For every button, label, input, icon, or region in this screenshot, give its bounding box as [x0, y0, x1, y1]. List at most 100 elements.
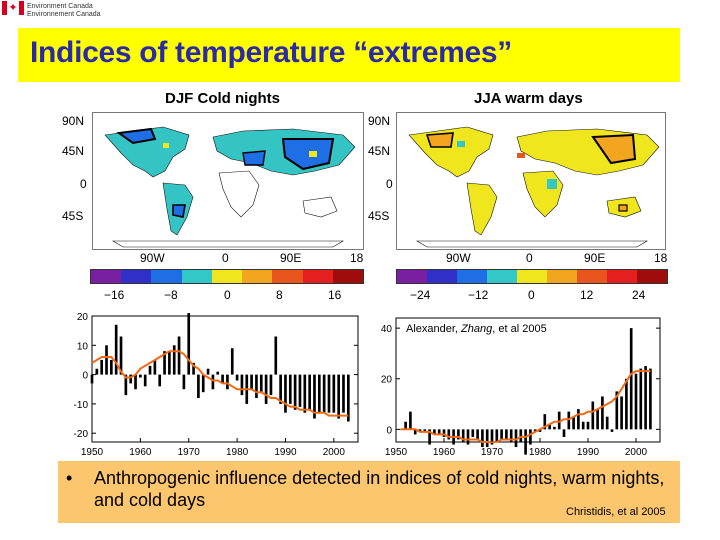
right-lat-label: 90N [368, 114, 391, 128]
data-bar [148, 365, 152, 375]
data-bar [629, 328, 633, 430]
data-bar [413, 429, 417, 435]
y-tick-label: 40 [381, 324, 393, 335]
data-bar [591, 401, 595, 430]
data-bar [553, 426, 556, 430]
data-bar [567, 411, 571, 430]
right-colorbar-label: 0 [528, 288, 535, 302]
data-bar [649, 368, 652, 430]
left-lon-label: 0 [222, 251, 229, 265]
colorbar-swatch [181, 270, 212, 283]
data-bar [433, 429, 436, 435]
data-bar [298, 374, 302, 407]
data-bar [485, 429, 489, 448]
x-tick-label: 1990 [274, 447, 297, 458]
agency-header: ✦ Environment Canada Environnement Canad… [0, 0, 120, 22]
left-lat-label: 45S [62, 209, 84, 223]
colorbar-swatch [487, 270, 517, 283]
x-tick-label: 1960 [433, 447, 456, 458]
data-bar [543, 414, 547, 430]
data-bar [327, 374, 331, 413]
data-bar [221, 374, 224, 384]
data-bar [509, 429, 513, 442]
data-bar [490, 429, 494, 445]
data-bar [216, 371, 220, 375]
x-tick-label: 1970 [178, 447, 201, 458]
y-tick-label: 0 [82, 371, 88, 382]
smoothed-trend-line [91, 350, 349, 417]
slide-title: Indices of temperature “extremes” [30, 36, 512, 69]
data-bar [226, 374, 229, 390]
right-world-map [396, 112, 666, 250]
data-bar [235, 374, 239, 381]
colorbar-swatch [607, 270, 637, 283]
smoothed-trend-line [400, 370, 651, 443]
data-bar [163, 351, 166, 375]
canada-flag-icon: ✦ [2, 1, 24, 15]
data-bar [404, 421, 407, 430]
data-bar [519, 429, 523, 442]
data-bar [548, 424, 551, 430]
data-bar [284, 374, 287, 413]
y-tick-label: 20 [77, 312, 89, 323]
title-band [18, 28, 680, 82]
data-bar [572, 416, 575, 430]
data-bar [577, 409, 580, 430]
colorbar-swatch [272, 270, 303, 283]
left-lon-label: 90E [280, 251, 302, 265]
data-bar [182, 374, 186, 390]
data-bar [308, 374, 311, 410]
data-bar [177, 336, 181, 375]
left-timeseries-chart: -20 -10 0 10 20 1950 1960 1970 1980 1990 2000 [74, 312, 359, 458]
data-bar [293, 374, 297, 410]
colorbar-swatch [397, 270, 427, 283]
data-bar [495, 429, 499, 442]
data-bar [143, 374, 147, 387]
data-bar [639, 368, 643, 430]
data-bar [332, 374, 336, 413]
data-bar [596, 409, 599, 430]
data-bar [274, 336, 278, 375]
data-bar [399, 429, 403, 430]
data-bar [279, 374, 282, 404]
colorbar-swatch [151, 270, 182, 283]
colorbar-swatch [242, 270, 273, 283]
data-bar [471, 429, 475, 437]
left-lat-label: 45N [62, 144, 85, 158]
left-colorbar-label: 16 [328, 288, 342, 302]
data-bar [259, 374, 263, 393]
data-bar [201, 374, 205, 393]
data-bar [457, 429, 460, 440]
data-bar [100, 359, 104, 375]
data-bar [500, 429, 503, 440]
data-bar [158, 374, 162, 387]
data-bar [605, 416, 609, 430]
right-lon-label: 90E [584, 251, 606, 265]
right-lon-label: 18 [654, 251, 668, 265]
data-bar [428, 429, 431, 445]
data-bar [461, 429, 465, 442]
left-map-title: DJF Cold nights [165, 90, 280, 107]
colorbar-swatch [577, 270, 607, 283]
colorbar-swatch [332, 270, 363, 283]
data-bar [313, 374, 316, 419]
data-bar [240, 374, 244, 396]
x-tick-label: 1980 [529, 447, 552, 458]
left-lon-label: 90W [140, 251, 165, 265]
x-tick-label: 1990 [577, 447, 600, 458]
data-bar [524, 429, 527, 455]
left-lon-label: 18 [350, 251, 364, 265]
data-bar [620, 396, 623, 430]
bullet-marker: • [66, 468, 73, 488]
right-colorbar [396, 269, 668, 284]
data-bar [476, 429, 479, 440]
data-bar [129, 374, 133, 384]
citation: Christidis, et al 2005 [566, 506, 666, 518]
data-bar [230, 348, 234, 375]
right-timeseries-chart: 0 20 40 1950 1960 1970 1980 1990 2000 Alexander, … [381, 317, 661, 458]
data-bar [615, 391, 619, 430]
data-bar [644, 366, 647, 430]
colorbar-swatch [427, 270, 457, 283]
data-bar [505, 429, 508, 440]
data-bar [634, 373, 638, 430]
